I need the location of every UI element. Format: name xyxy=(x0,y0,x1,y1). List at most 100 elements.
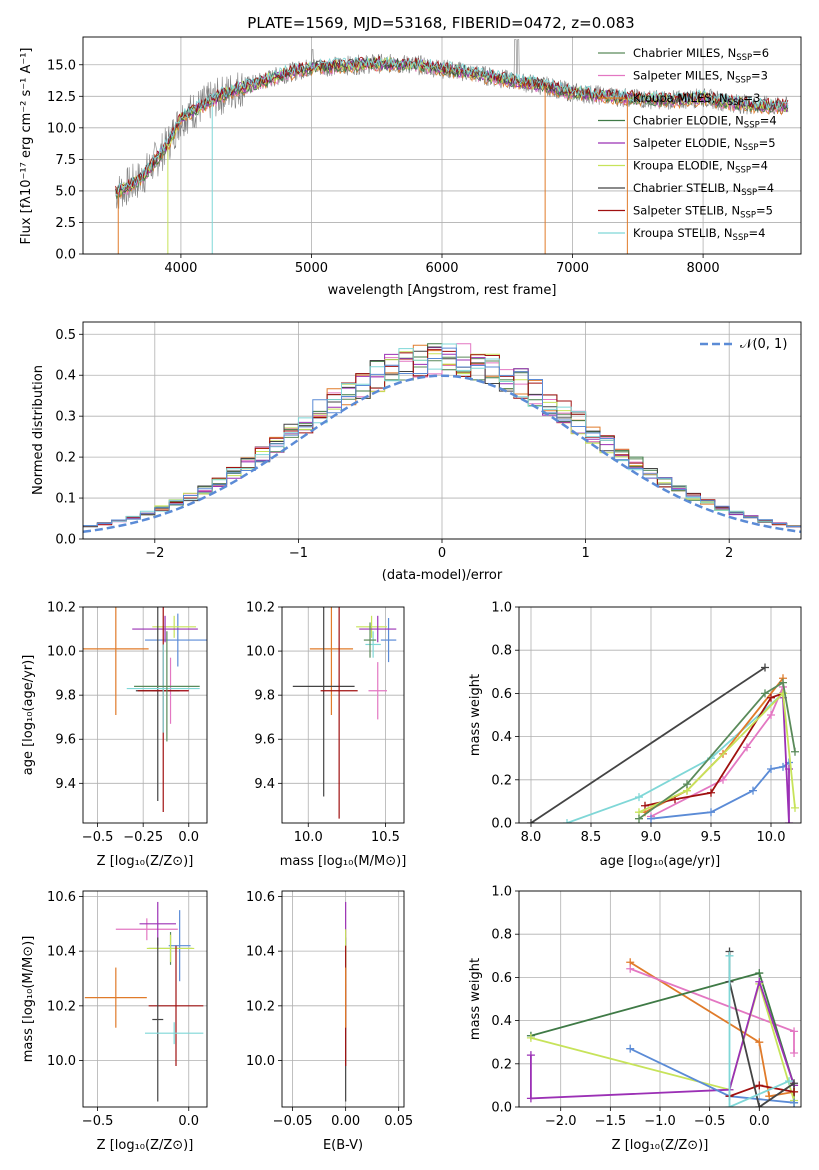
legend-value: =4 xyxy=(757,181,774,195)
legend-value: =3 xyxy=(743,91,760,105)
x-tick-label: 7000 xyxy=(556,261,589,276)
y-axis-label: mass weight xyxy=(468,674,483,756)
weight-series-blue xyxy=(650,761,790,820)
axes-frame xyxy=(82,606,208,824)
weight-marker xyxy=(527,819,535,823)
legend-subscript: SSP xyxy=(728,98,744,108)
x-tick-label: −0.25 xyxy=(123,830,163,845)
y-axis-label: mass weight xyxy=(468,958,483,1040)
legend-label: Chabrier STELIB, N xyxy=(633,181,741,195)
y-tick-label: 9.4 xyxy=(254,777,275,792)
weight-series-k_miles xyxy=(629,961,795,1098)
legend-label: Chabrier MILES, N xyxy=(633,46,736,60)
legend-entry: Chabrier ELODIE, NSSP=4 xyxy=(633,114,777,131)
x-tick-label: 0.0 xyxy=(749,1114,770,1129)
weight-series-s_elodie xyxy=(782,697,790,823)
weight-marker xyxy=(791,747,799,756)
y-axis-label: Flux [fλ10⁻¹⁷ erg cm⁻² s⁻¹ A⁻¹] xyxy=(19,48,34,245)
y-tick-label: 10.0 xyxy=(47,121,76,136)
x-tick-label: 10.5 xyxy=(371,830,400,845)
weight-marker xyxy=(526,1051,535,1060)
axes-frame xyxy=(518,606,802,824)
legend-value: =4 xyxy=(760,114,777,128)
weight-marker xyxy=(767,711,775,719)
y-tick-label: 0.8 xyxy=(491,644,512,659)
x-tick-label: −2 xyxy=(145,546,164,561)
y-tick-label: 0.0 xyxy=(491,817,512,832)
weight-marker xyxy=(626,1044,635,1053)
x-axis-label: Z [log₁₀(Z/Z⊙)] xyxy=(97,854,194,869)
weight-marker xyxy=(755,1038,764,1047)
y-tick-label: 10.6 xyxy=(47,890,76,905)
x-tick-label: 10.0 xyxy=(294,830,323,845)
weight-marker xyxy=(755,969,764,978)
legend-label: 𝒩(0, 1) xyxy=(740,337,787,352)
x-tick-label: 0.05 xyxy=(384,1114,413,1129)
legend-subscript: SSP xyxy=(743,143,759,153)
axes-frame xyxy=(82,321,802,540)
weight-marker xyxy=(790,1098,799,1107)
legend-label: Salpeter ELODIE, N xyxy=(633,136,743,150)
legend-entry: Kroupa ELODIE, NSSP=4 xyxy=(633,159,768,176)
y-tick-label: 10.4 xyxy=(246,945,275,960)
x-axis-label: (data-model)/error xyxy=(382,568,503,583)
y-tick-label: 10.0 xyxy=(47,645,76,660)
x-tick-label: −0.5 xyxy=(82,830,114,845)
weight-marker xyxy=(725,1103,734,1107)
legend-value: =4 xyxy=(751,159,768,173)
weight-marker xyxy=(749,786,757,795)
x-tick-label: −0.5 xyxy=(694,1114,726,1129)
x-axis-label: mass [log₁₀(M/M⊙)] xyxy=(280,854,407,869)
x-tick-label: −1 xyxy=(289,546,308,561)
weight-series-c_stelib xyxy=(530,666,766,823)
x-tick-label: −0.05 xyxy=(273,1114,313,1129)
axes-frame xyxy=(518,890,802,1108)
weight-vs-age-panel: 8.0 8.5 9.0 9.5 10.0 0.0 0.2 0.4 0.6 0.8 1.0 age [l… xyxy=(468,601,802,869)
y-tick-label: 15.0 xyxy=(47,58,76,73)
weight-marker xyxy=(765,1092,774,1101)
weight-series-k_stelib xyxy=(728,955,790,1107)
weight-marker xyxy=(755,977,764,986)
y-tick-label: 0.2 xyxy=(55,451,76,466)
weight-marker xyxy=(790,1087,799,1096)
legend-label: Salpeter STELIB, N xyxy=(633,204,740,218)
legend-entry: Kroupa STELIB, NSSP=4 xyxy=(633,226,765,243)
y-tick-label: 9.8 xyxy=(254,689,275,704)
plot-area xyxy=(115,39,789,254)
legend-value: =6 xyxy=(752,46,769,60)
spectrum-panel: 4000 5000 6000 7000 8000 0.0 2.5 5.0 7.5 10.0 12.5… xyxy=(19,14,802,298)
x-tick-label: −1.0 xyxy=(644,1114,676,1129)
plot-background xyxy=(83,891,207,1107)
legend-value: =4 xyxy=(748,226,765,240)
weight-marker xyxy=(635,814,643,823)
weight-marker xyxy=(767,765,775,773)
x-tick-label: 8000 xyxy=(687,261,720,276)
weight-marker xyxy=(761,663,769,672)
x-tick-label: 8.5 xyxy=(581,830,602,845)
y-tick-label: 7.5 xyxy=(55,153,76,168)
weight-marker xyxy=(683,780,691,789)
y-tick-label: 0.4 xyxy=(491,1014,512,1029)
legend-subscript: SSP xyxy=(733,233,749,243)
x-tick-label: −1.5 xyxy=(595,1114,627,1129)
model-spectrum-k_stelib xyxy=(115,57,789,196)
y-tick-label: 0.8 xyxy=(491,928,512,943)
plot-area xyxy=(292,607,397,819)
y-tick-label: 10.0 xyxy=(246,645,275,660)
y-tick-label: 0.4 xyxy=(491,730,512,745)
weight-marker xyxy=(635,793,643,802)
weight-marker xyxy=(790,1079,799,1088)
legend-value: =3 xyxy=(751,69,768,83)
age-vs-mass-panel: 10.0 10.5 9.4 9.6 9.8 10.0 10.2 mass [log₁₀(M/M… xyxy=(246,601,407,870)
y-tick-label: 10.2 xyxy=(47,601,76,616)
plot-area xyxy=(83,343,801,539)
y-tick-label: 0.5 xyxy=(55,328,76,343)
weight-marker xyxy=(790,1027,799,1036)
weight-marker xyxy=(791,803,799,812)
legend-entry: Salpeter MILES, NSSP=3 xyxy=(633,69,768,86)
y-tick-label: 0.0 xyxy=(55,248,76,263)
weight-marker xyxy=(785,819,793,823)
axes-frame xyxy=(82,890,208,1108)
legend-entry: Chabrier STELIB, NSSP=4 xyxy=(633,181,774,198)
y-tick-label: 9.6 xyxy=(254,733,275,748)
